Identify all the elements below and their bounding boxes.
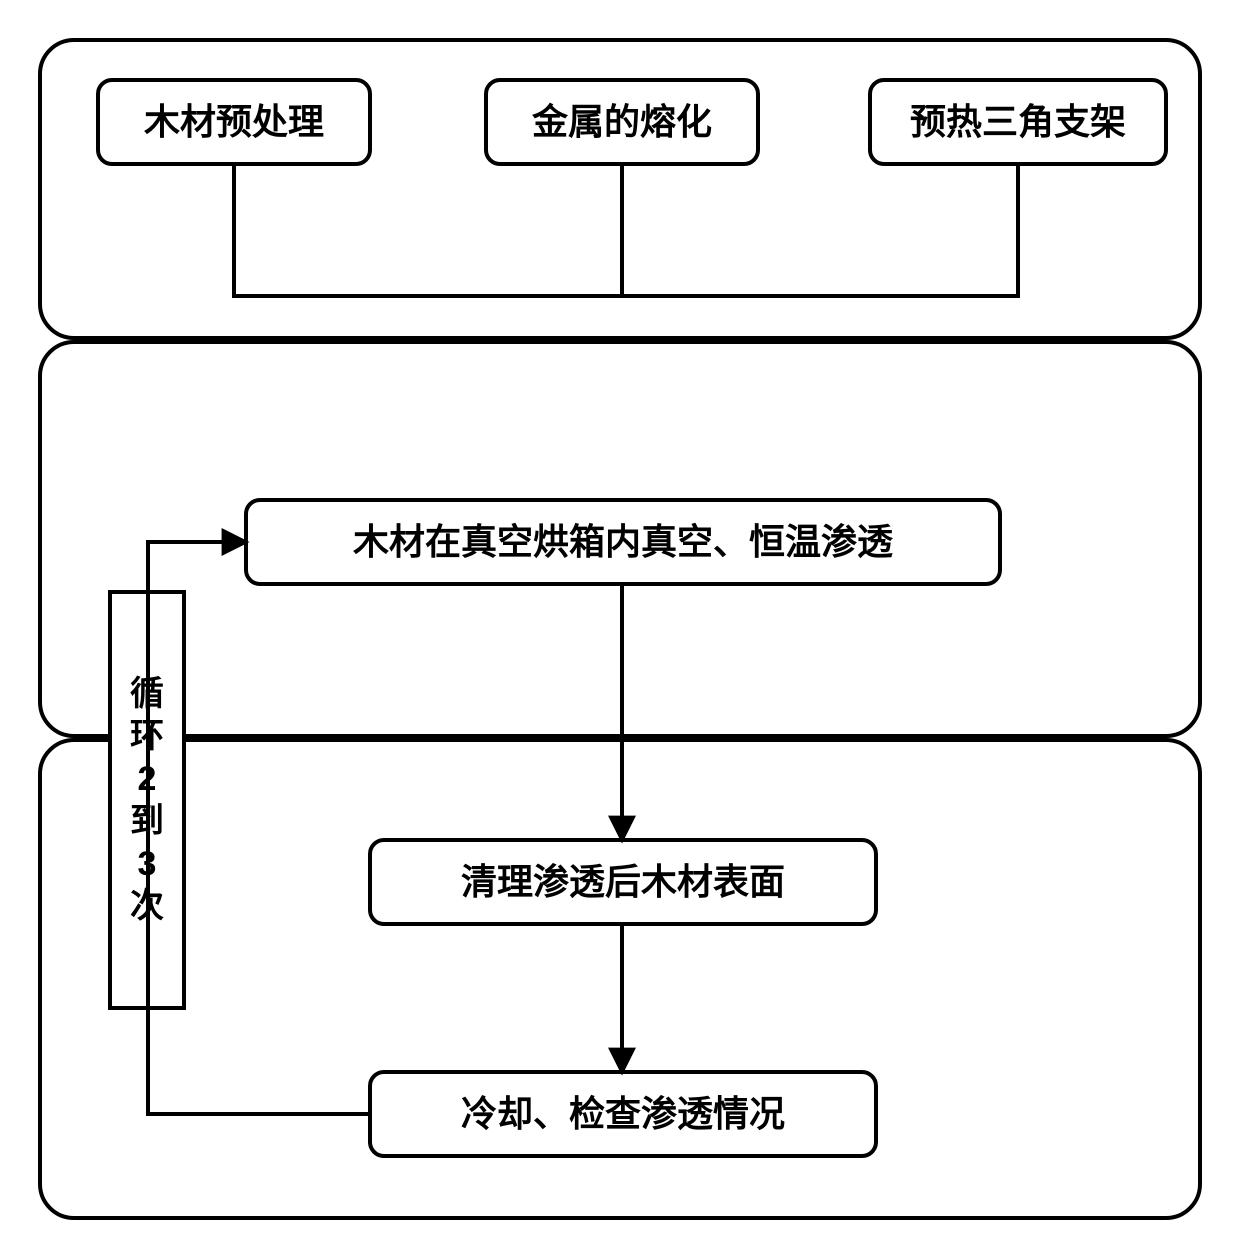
- node-label: 预热三角支架: [910, 101, 1126, 142]
- node-clean: 清理渗透后木材表面: [368, 838, 878, 926]
- loop-count-text: 循环2到3次: [130, 673, 164, 928]
- node-melt-metal: 金属的熔化: [484, 78, 760, 166]
- loop-count-label: 循环2到3次: [108, 590, 186, 1010]
- node-preheat: 预热三角支架: [868, 78, 1168, 166]
- node-label: 清理渗透后木材表面: [461, 861, 785, 902]
- node-label: 金属的熔化: [532, 101, 712, 142]
- node-cool-check: 冷却、检查渗透情况: [368, 1070, 878, 1158]
- node-vacuum: 木材在真空烘箱内真空、恒温渗透: [244, 498, 1002, 586]
- node-label: 木材在真空烘箱内真空、恒温渗透: [353, 521, 893, 562]
- node-prep-wood: 木材预处理: [96, 78, 372, 166]
- node-label: 木材预处理: [144, 101, 324, 142]
- node-label: 冷却、检查渗透情况: [461, 1093, 785, 1134]
